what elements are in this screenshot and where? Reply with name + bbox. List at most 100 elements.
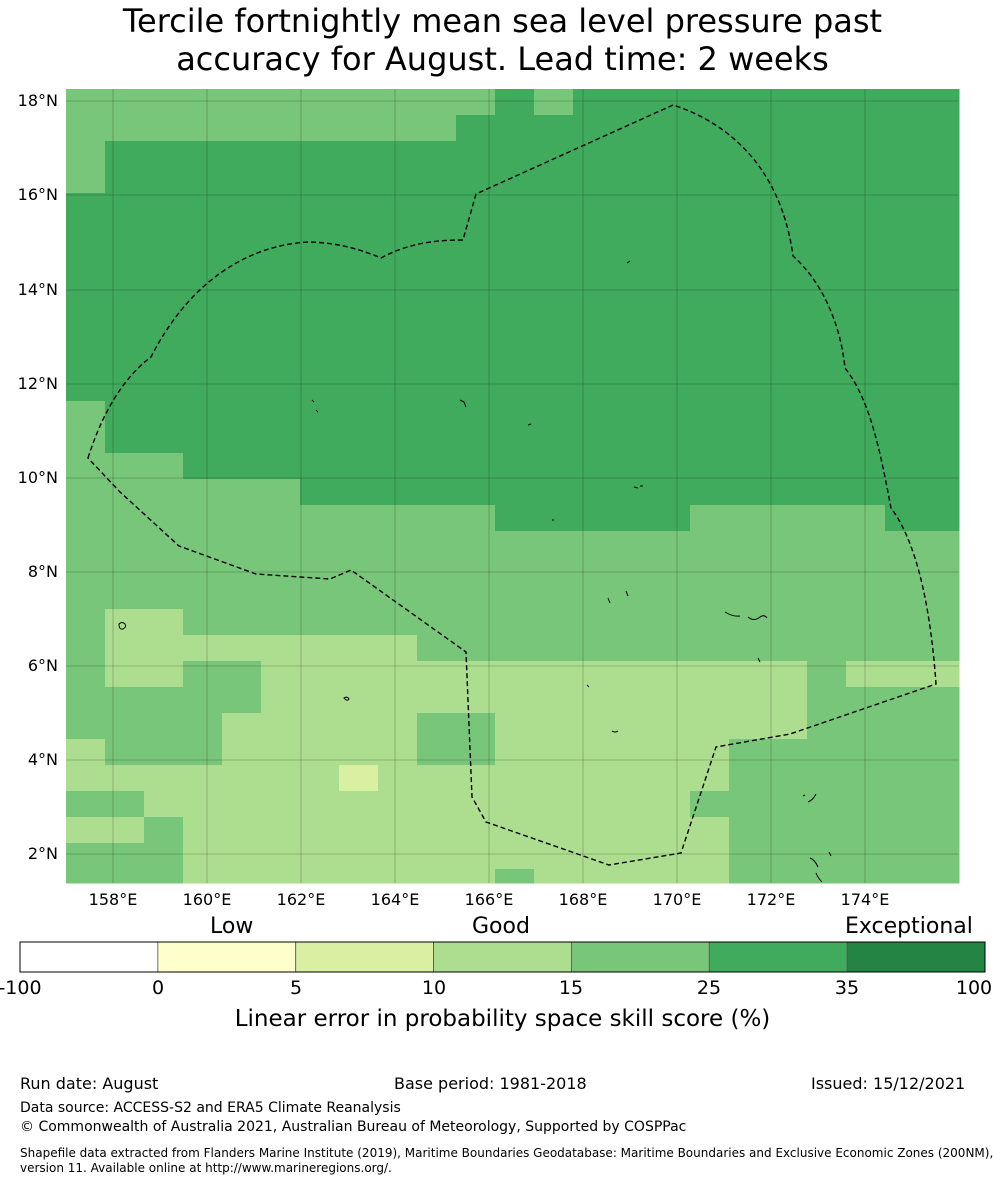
lon-label: 166°E — [464, 890, 514, 909]
skill-cell — [768, 375, 808, 402]
skill-cell — [690, 687, 730, 714]
skill-cell — [66, 739, 106, 766]
skill-cell — [534, 661, 574, 688]
skill-cell — [924, 89, 960, 116]
skill-cell — [612, 219, 652, 246]
skill-cell — [261, 635, 301, 662]
skill-cell — [573, 505, 613, 532]
skill-cell — [534, 531, 574, 558]
lon-label: 164°E — [370, 890, 420, 909]
skill-cell — [924, 401, 960, 428]
skill-cell — [144, 765, 184, 792]
skill-cell — [300, 791, 340, 818]
skill-cell — [456, 713, 496, 740]
skill-cell — [534, 453, 574, 480]
skill-cell — [807, 531, 847, 558]
island — [828, 851, 832, 857]
skill-cell — [495, 713, 535, 740]
skill-cell — [222, 869, 262, 884]
colorbar-segment — [19, 941, 159, 973]
skill-cell — [846, 219, 886, 246]
skill-cell — [222, 271, 262, 298]
skill-cell — [807, 505, 847, 532]
island — [626, 260, 631, 264]
skill-cell — [924, 765, 960, 792]
skill-cell — [885, 739, 925, 766]
skill-cell — [300, 401, 340, 428]
skill-cell — [456, 687, 496, 714]
skill-cell — [534, 427, 574, 454]
skill-cell — [924, 869, 960, 884]
skill-cell — [651, 453, 691, 480]
skill-cell — [612, 193, 652, 220]
skill-cell — [261, 739, 301, 766]
skill-cell — [573, 271, 613, 298]
skill-cell — [573, 401, 613, 428]
skill-cell — [651, 401, 691, 428]
skill-cell — [105, 765, 145, 792]
island — [527, 423, 532, 426]
skill-cell — [456, 427, 496, 454]
skill-cell — [456, 635, 496, 662]
skill-cell — [261, 869, 301, 884]
skill-cell — [417, 739, 457, 766]
skill-cell — [105, 531, 145, 558]
skill-cell — [378, 479, 418, 506]
skill-cell — [495, 401, 535, 428]
skill-cell — [417, 193, 457, 220]
skill-cell — [573, 193, 613, 220]
skill-cell — [846, 89, 886, 116]
skill-cell — [144, 843, 184, 870]
skill-cell — [456, 219, 496, 246]
skill-cell — [651, 115, 691, 142]
skill-cell — [573, 297, 613, 324]
skill-cell — [144, 167, 184, 194]
skill-cell — [924, 323, 960, 350]
skill-cell — [729, 765, 769, 792]
lat-label: 8°N — [27, 562, 58, 581]
skill-cell — [456, 531, 496, 558]
skill-cell — [300, 479, 340, 506]
title-line-1: Tercile fortnightly mean sea level press… — [122, 2, 883, 40]
skill-cell — [105, 505, 145, 532]
skill-cell — [846, 453, 886, 480]
skill-cell — [417, 115, 457, 142]
island — [757, 657, 761, 663]
skill-cell — [612, 427, 652, 454]
skill-cell — [534, 791, 574, 818]
skill-cell — [300, 765, 340, 792]
skill-cell — [612, 817, 652, 844]
skill-cell — [612, 791, 652, 818]
skill-cell — [924, 479, 960, 506]
skill-cell — [885, 843, 925, 870]
skill-cell — [807, 375, 847, 402]
skill-cell — [573, 635, 613, 662]
skill-cell — [222, 583, 262, 610]
skill-cell — [144, 219, 184, 246]
skill-cell — [144, 609, 184, 636]
skill-cell — [690, 635, 730, 662]
lat-label: 2°N — [27, 844, 58, 863]
skill-cell — [456, 817, 496, 844]
skill-cell — [300, 687, 340, 714]
skill-cell — [807, 661, 847, 688]
skill-cell — [885, 375, 925, 402]
skill-cell — [222, 609, 262, 636]
skill-cell — [261, 557, 301, 584]
skill-cell — [573, 219, 613, 246]
eez-boundary — [87, 104, 937, 866]
skill-cell — [417, 843, 457, 870]
skill-cell — [729, 297, 769, 324]
skill-cell — [222, 167, 262, 194]
skill-cell — [885, 115, 925, 142]
skill-cell — [378, 193, 418, 220]
skill-cell — [885, 713, 925, 740]
colorbar-title: Linear error in probability space skill … — [234, 1006, 771, 1032]
skill-cell — [222, 843, 262, 870]
skill-cell — [378, 453, 418, 480]
skill-cell — [144, 453, 184, 480]
island — [459, 399, 467, 408]
skill-cell — [729, 869, 769, 884]
skill-cell — [690, 557, 730, 584]
lat-label: 12°N — [17, 374, 58, 393]
